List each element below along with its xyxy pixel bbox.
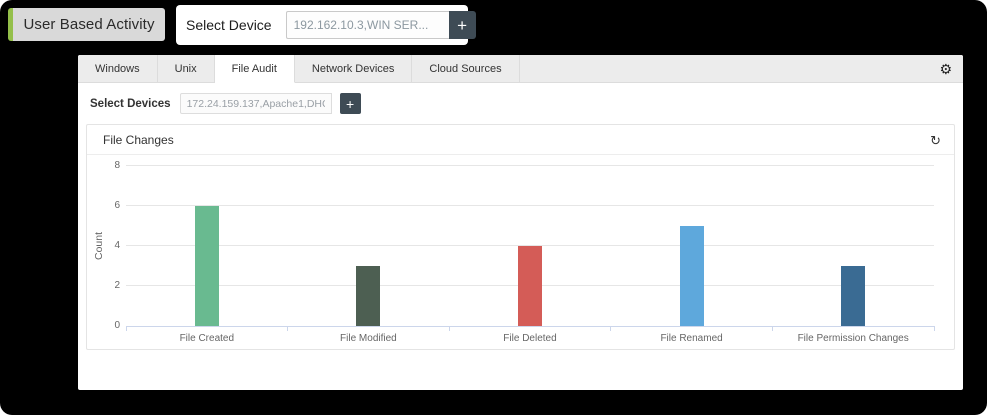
tab-windows[interactable]: Windows <box>78 55 158 83</box>
x-category-label: File Renamed <box>660 333 723 344</box>
card-header: File Changes ↻ <box>87 125 954 155</box>
select-device-input[interactable] <box>285 11 449 39</box>
gear-icon[interactable]: ⚙ <box>939 60 952 77</box>
device-selector: Select Device + <box>176 5 476 45</box>
main-panel: Windows Unix File Audit Network Devices … <box>78 55 963 390</box>
x-category-label: File Permission Changes <box>797 333 909 344</box>
bar-file-renamed[interactable] <box>679 226 704 326</box>
x-axis-tick <box>287 326 289 331</box>
tab-bar: Windows Unix File Audit Network Devices … <box>78 55 963 83</box>
y-tick-label: 6 <box>114 200 120 211</box>
x-axis-tick <box>610 326 612 331</box>
gridline <box>126 245 934 246</box>
y-tick-label: 0 <box>114 320 120 331</box>
bar-file-modified[interactable] <box>356 266 381 326</box>
x-category-label: File Modified <box>340 333 397 344</box>
select-devices-input[interactable] <box>179 93 332 114</box>
devices-selector-row: Select Devices + <box>78 83 963 124</box>
tab-network-devices[interactable]: Network Devices <box>294 55 413 83</box>
x-category-label: File Created <box>179 333 235 344</box>
add-device-button[interactable]: + <box>448 11 476 39</box>
y-tick-label: 8 <box>114 160 120 171</box>
plot-area <box>125 165 935 331</box>
tab-cloud-sources[interactable]: Cloud Sources <box>412 55 520 83</box>
x-axis-tick <box>933 326 935 331</box>
page-title: User Based Activity <box>8 8 165 41</box>
bar-file-created[interactable] <box>194 206 219 326</box>
select-devices-label: Select Devices <box>90 97 171 110</box>
x-category-label: File Deleted <box>503 333 557 344</box>
gridline <box>126 205 934 206</box>
tab-bar-filler: ⚙ <box>519 55 963 83</box>
x-axis-tick <box>125 326 127 331</box>
page-title-label: User Based Activity <box>23 16 155 33</box>
tab-file-audit[interactable]: File Audit <box>214 55 295 83</box>
gridline <box>126 165 934 166</box>
refresh-icon[interactable]: ↻ <box>930 132 941 148</box>
x-axis-tick <box>771 326 773 331</box>
device-input-group: + <box>285 11 476 39</box>
add-devices-button[interactable]: + <box>339 93 361 114</box>
select-device-label: Select Device <box>186 17 272 33</box>
x-axis-labels: File Created File Modified File Deleted Fil… <box>126 333 934 344</box>
y-tick-label: 2 <box>114 280 120 291</box>
bar-file-deleted[interactable] <box>518 246 542 326</box>
tab-unix[interactable]: Unix <box>157 55 215 83</box>
bar-file-permission-changes[interactable] <box>841 266 866 326</box>
card-title: File Changes <box>103 133 174 147</box>
x-axis-tick <box>448 326 450 331</box>
y-tick-label: 4 <box>114 240 120 251</box>
